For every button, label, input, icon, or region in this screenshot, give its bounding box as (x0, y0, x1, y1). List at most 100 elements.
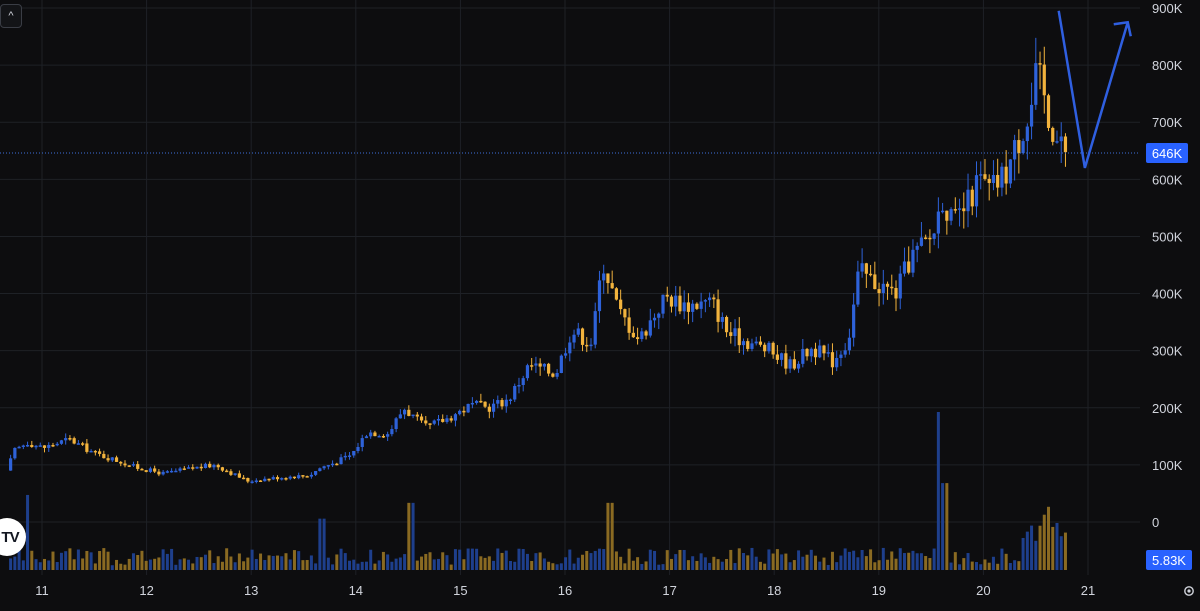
candle-body (466, 403, 470, 413)
volume-bar (161, 549, 165, 570)
candle-body (589, 344, 593, 347)
volume-bar (9, 558, 13, 570)
volume-bar (699, 553, 703, 570)
candle-body (792, 359, 796, 369)
volume-bar (839, 555, 843, 570)
volume-bar (250, 549, 254, 570)
volume-bar (788, 562, 792, 570)
candle-body (716, 299, 720, 322)
volume-bar (606, 502, 610, 570)
candle-body (182, 468, 186, 470)
time-axis[interactable]: 11 12 13 14 15 16 17 18 19 20 21 (35, 583, 1095, 598)
volume-bar (525, 553, 529, 570)
y-tick-label: 0 (1152, 515, 1159, 530)
x-tick-label: 12 (139, 583, 153, 598)
volume-bar (415, 560, 419, 570)
candle-body (949, 209, 953, 221)
candle-body (390, 429, 394, 435)
x-tick-label: 15 (453, 583, 467, 598)
y-tick-label: 500K (1152, 229, 1183, 244)
candle-body (34, 445, 38, 448)
x-tick-label: 11 (35, 583, 49, 598)
candle-body (76, 443, 81, 445)
candle-body (606, 273, 610, 284)
volume-bar (559, 563, 563, 570)
gear-icon[interactable] (1182, 584, 1196, 598)
candle-body (1046, 95, 1051, 128)
volume-bar (746, 555, 750, 570)
candle-body (445, 418, 449, 422)
volume-bar (85, 550, 89, 570)
volume-bar (843, 548, 847, 570)
candle-body (191, 467, 195, 469)
volume-bar (767, 549, 771, 570)
volume-bar (127, 558, 131, 570)
candle-body (229, 471, 233, 475)
volume-bar (733, 563, 737, 570)
candle-body (59, 440, 64, 444)
volume-bar (195, 556, 199, 570)
volume-bar (754, 556, 758, 570)
volume-bar (483, 557, 487, 570)
volume-bar (792, 560, 796, 570)
volume-bar (1017, 561, 1021, 570)
candle-body (335, 463, 339, 466)
candle-body (559, 355, 563, 374)
volume-bar (271, 555, 275, 570)
volume-bar (941, 483, 945, 570)
candle-body (394, 418, 398, 430)
volume-bar (945, 483, 949, 570)
volume-bar (873, 562, 877, 570)
volume-bar (987, 562, 991, 570)
candle-body (258, 480, 263, 482)
candle-body (140, 468, 144, 471)
volume-bar (1063, 532, 1067, 570)
volume-bar (924, 556, 928, 570)
volume-bar (597, 548, 601, 570)
candle-body (919, 237, 924, 246)
volume-bar (555, 564, 559, 570)
y-tick-label: 800K (1152, 58, 1183, 73)
candle-body (542, 363, 546, 367)
volume-bar (636, 557, 640, 570)
volume-bar (602, 549, 606, 570)
candle-body (318, 468, 322, 472)
x-tick-label: 21 (1081, 583, 1095, 598)
candle-body (911, 249, 915, 273)
volume-bar (335, 554, 339, 570)
candle-body (1051, 127, 1055, 142)
candle-body (470, 402, 474, 405)
volume-bar (432, 559, 436, 570)
volume-bar (309, 555, 313, 570)
candle-body (271, 477, 275, 480)
candle-body (254, 480, 258, 482)
candle-body (619, 299, 623, 310)
candle-body (280, 478, 284, 480)
collapse-panel-button[interactable]: ^ (0, 4, 22, 28)
candle-body (572, 334, 576, 343)
volume-bar (928, 558, 932, 570)
x-tick-label: 18 (767, 583, 781, 598)
candle-body (568, 342, 572, 354)
candle-body (627, 317, 631, 333)
volume-bar (131, 553, 135, 570)
candle-body (305, 476, 309, 478)
candle-body (580, 328, 585, 345)
price-axis[interactable]: 900K 800K 700K 600K 500K 400K 300K 200K 100K 0 (1152, 1, 1183, 530)
volume-bar (76, 549, 80, 570)
candle-body (326, 465, 330, 467)
volume-bar (830, 551, 834, 570)
candle-body (928, 237, 932, 240)
candle-body (877, 289, 881, 294)
volume-bar (390, 561, 394, 570)
candle-body (602, 273, 606, 281)
volume-bar (136, 555, 140, 570)
candle-body (377, 435, 381, 438)
volume-bar (144, 560, 148, 570)
candle-body (1059, 136, 1063, 142)
volume-bar (259, 553, 263, 570)
volume-bar (276, 555, 280, 570)
volume-bar (538, 552, 542, 570)
